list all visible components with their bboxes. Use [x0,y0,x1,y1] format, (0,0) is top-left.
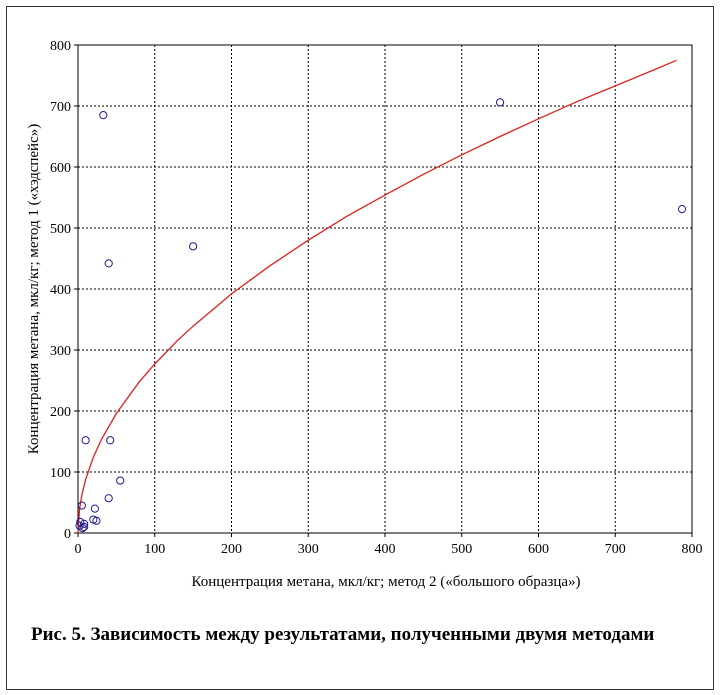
data-point [189,242,198,251]
data-point [78,524,87,533]
data-point [496,98,505,107]
x-tick-label: 400 [375,542,396,557]
x-tick-label: 0 [75,542,82,557]
y-tick-label: 400 [50,283,71,298]
data-point [116,476,125,485]
y-tick-label: 200 [50,405,71,420]
data-point [104,259,113,268]
y-axis-label: Концентрация метана, мкл/кг; метод 1 («х… [26,124,42,454]
data-point [80,522,89,532]
figure-frame [6,6,714,690]
x-tick-label: 500 [451,542,472,557]
x-tick-label: 700 [605,542,626,557]
data-point [99,111,108,120]
x-tick-label: 600 [528,542,549,557]
y-tick-label: 700 [50,100,71,115]
data-points [75,98,687,533]
y-tick-label: 100 [50,466,71,481]
x-tick-label: 200 [221,542,242,557]
data-point [77,501,86,510]
data-point [81,436,90,445]
fit-curve-layer [77,59,677,534]
y-tick-label: 800 [50,39,71,54]
fit-curve [77,59,677,534]
y-tick-label: 600 [50,161,71,176]
data-point [90,504,99,513]
grid-lines [78,45,692,533]
x-tick-label: 300 [298,542,319,557]
data-point [106,436,115,445]
scatter-chart: 0 100 200 300 400 500 600 700 800 0 100 200 300 400 50… [26,39,703,590]
x-tick-label: 100 [144,542,165,557]
data-point [677,204,687,214]
figure-caption: Рис. 5. Зависимость между результатами, … [31,624,655,645]
data-point [92,516,101,525]
data-point [80,519,89,528]
y-tick-label: 300 [50,344,71,359]
y-tick-label: 0 [64,527,71,542]
axes [74,44,693,537]
x-axis-label: Концентрация метана, мкл/кг; метод 2 («б… [191,574,580,590]
tick-labels: 0 100 200 300 400 500 600 700 800 0 100 200 300 400 50… [50,39,703,557]
data-point [104,494,113,503]
x-tick-label: 800 [682,542,703,557]
y-tick-label: 500 [50,222,71,237]
